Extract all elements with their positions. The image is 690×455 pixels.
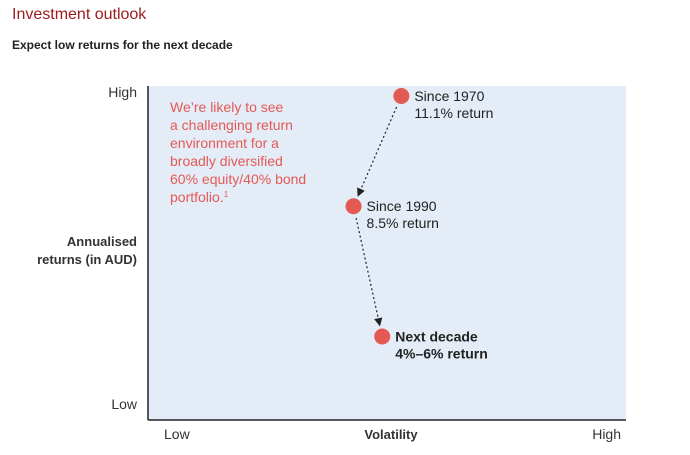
- y-axis-title: Annualised returns (in AUD): [37, 234, 137, 267]
- data-point-2: [345, 198, 362, 215]
- x-tick-label-high: High: [592, 426, 621, 442]
- page-title: Investment outlook: [12, 6, 147, 23]
- y-axis-title-line: returns (in AUD): [37, 252, 137, 267]
- footnote-marker: 1: [224, 190, 229, 199]
- data-label-line: 8.5% return: [367, 215, 439, 231]
- annotation-line: We’re likely to see: [170, 99, 284, 115]
- annotation-line: broadly diversified: [170, 153, 283, 169]
- data-label-1: Since 1970 11.1% return: [414, 88, 493, 121]
- plot-area: [148, 86, 626, 420]
- data-label-line: Since 1970: [414, 88, 484, 104]
- annotation-line: a challenging return: [170, 117, 293, 133]
- y-tick-label-high: High: [108, 84, 137, 100]
- data-label-line: 11.1% return: [414, 105, 493, 121]
- data-label-line: Next decade: [395, 329, 478, 345]
- y-tick-label-low: Low: [111, 396, 138, 412]
- data-label-line: 4%–6% return: [395, 346, 488, 362]
- trend-arrow-2: [355, 217, 383, 327]
- page-subtitle: Expect low returns for the next decade: [12, 38, 233, 52]
- y-axis-title-line: Annualised: [67, 234, 137, 249]
- data-label-line: Since 1990: [367, 198, 437, 214]
- data-point-1: [393, 88, 410, 105]
- annotation-line: portfolio.: [170, 189, 224, 205]
- annotation-line: environment for a: [170, 135, 279, 151]
- data-point-3: [374, 328, 391, 345]
- annotation-line: 60% equity/40% bond: [170, 171, 306, 187]
- x-tick-label-low: Low: [164, 426, 191, 442]
- data-label-2: Since 1990 8.5% return: [367, 198, 439, 231]
- x-axis-title: Volatility: [364, 427, 418, 442]
- annotation-text: We’re likely to see a challenging return e…: [170, 99, 306, 205]
- data-label-3: Next decade 4%–6% return: [395, 329, 488, 362]
